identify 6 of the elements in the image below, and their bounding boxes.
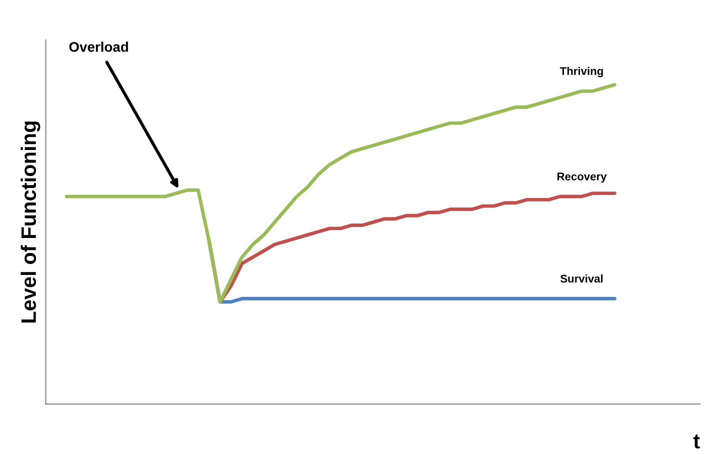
text: Overload bbox=[69, 42, 128, 52]
x-axis-title: t bbox=[693, 434, 700, 448]
y-axis-title: Level of Functioning bbox=[20, 122, 40, 322]
series-label: Thriving bbox=[560, 66, 603, 78]
series-label: Survival bbox=[560, 274, 603, 283]
series-label: Recovery bbox=[557, 172, 607, 183]
